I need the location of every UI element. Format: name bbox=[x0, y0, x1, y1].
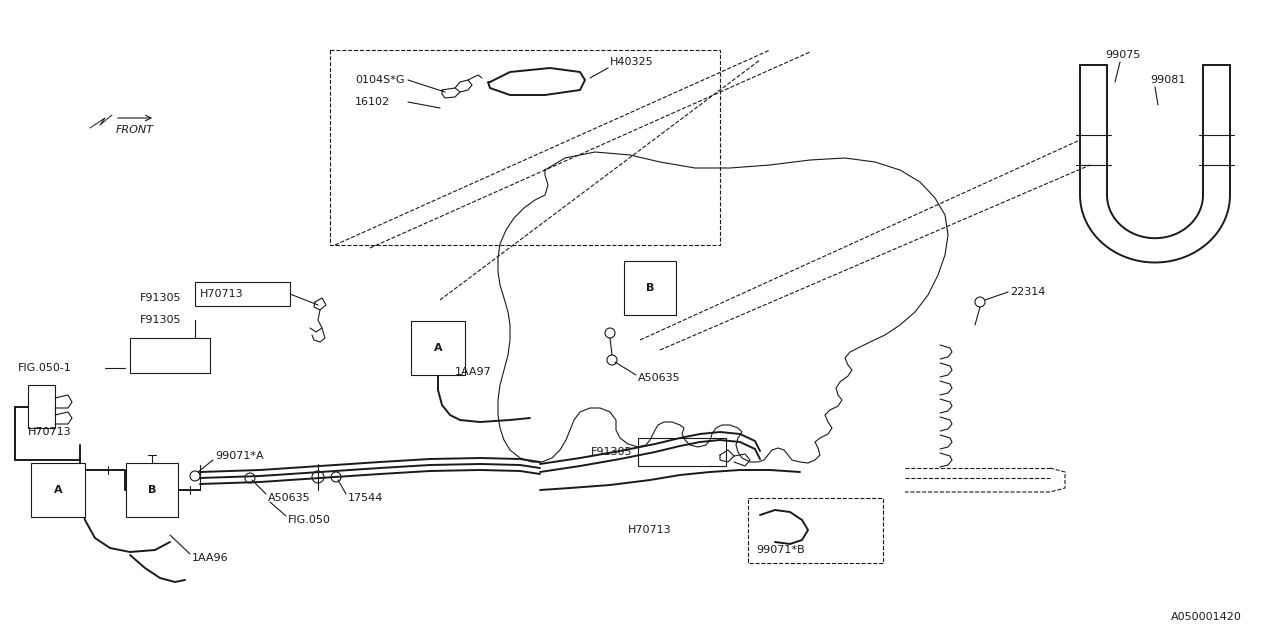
Text: H70713: H70713 bbox=[28, 427, 72, 437]
Text: H70713: H70713 bbox=[200, 289, 243, 299]
Text: 99075: 99075 bbox=[1105, 50, 1140, 60]
Text: 99071*B: 99071*B bbox=[756, 545, 805, 555]
Text: 99081: 99081 bbox=[1149, 75, 1185, 85]
Text: FIG.050: FIG.050 bbox=[288, 515, 330, 525]
Text: A50635: A50635 bbox=[637, 373, 681, 383]
Text: B: B bbox=[147, 485, 156, 495]
Text: 99071*A: 99071*A bbox=[215, 451, 264, 461]
Text: B: B bbox=[646, 283, 654, 293]
Bar bbox=[195, 282, 291, 306]
Bar bbox=[330, 50, 719, 245]
Bar bbox=[637, 438, 726, 466]
Text: 22314: 22314 bbox=[1010, 287, 1046, 297]
Text: A: A bbox=[434, 343, 443, 353]
Text: A: A bbox=[54, 485, 63, 495]
Text: H40325: H40325 bbox=[611, 57, 654, 67]
Text: FRONT: FRONT bbox=[116, 125, 154, 135]
Text: F91305: F91305 bbox=[140, 293, 182, 303]
Text: 16102: 16102 bbox=[355, 97, 390, 107]
Text: 0104S*G: 0104S*G bbox=[355, 75, 404, 85]
Text: 1AA96: 1AA96 bbox=[192, 553, 229, 563]
Text: F91305: F91305 bbox=[590, 447, 632, 457]
Text: A50635: A50635 bbox=[268, 493, 311, 503]
Text: F91305: F91305 bbox=[140, 315, 182, 325]
Text: FIG.050-1: FIG.050-1 bbox=[18, 363, 72, 373]
Text: A050001420: A050001420 bbox=[1171, 612, 1242, 622]
Text: 1AA97: 1AA97 bbox=[454, 367, 492, 377]
Text: 17544: 17544 bbox=[348, 493, 384, 503]
Bar bbox=[131, 338, 210, 373]
Bar bbox=[748, 498, 883, 563]
Text: H70713: H70713 bbox=[628, 525, 672, 535]
